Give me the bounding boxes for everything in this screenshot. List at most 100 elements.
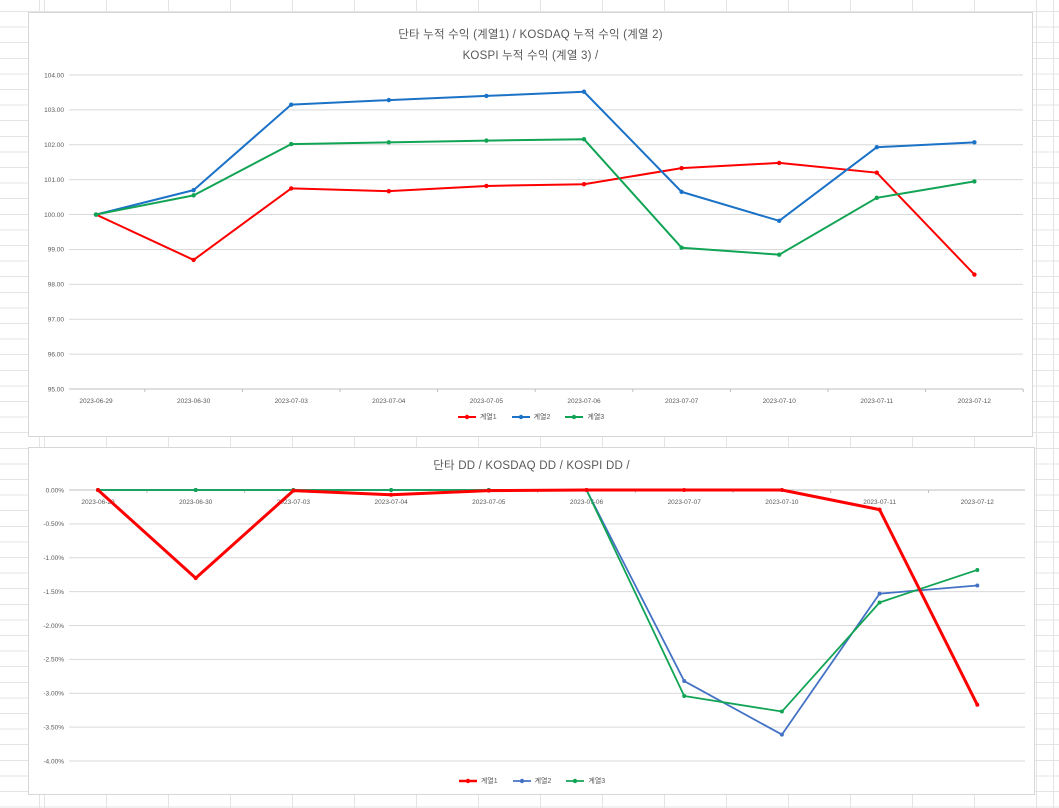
data-point [581, 89, 587, 94]
data-point [484, 183, 489, 189]
x-tick-label: 2023-07-04 [372, 398, 406, 405]
x-tick-label: 2023-06-30 [177, 398, 211, 405]
y-tick-label: 99.00 [48, 247, 65, 254]
legend-marker-icon [565, 414, 584, 420]
legend-label: 계열1 [479, 414, 497, 421]
y-tick-label: -4.00% [43, 758, 64, 765]
x-tick-label: 2023-07-11 [863, 499, 896, 506]
series-line-계열3 [97, 489, 979, 713]
data-point [877, 600, 882, 605]
data-point [193, 576, 198, 581]
y-tick-label: -1.00% [43, 555, 64, 562]
cumulative-return-plot-area: 104.00 103.00 102.00 101.00 100.00 99.00 98.00… [29, 13, 1034, 443]
spreadsheet-grid-column-line [1053, 0, 1054, 808]
legend-marker-icon [457, 414, 476, 420]
data-point [386, 140, 391, 145]
data-point [877, 507, 882, 512]
data-point [874, 195, 879, 201]
drawdown-plot-area: 0.00% -0.50% -1.00% -1.50% -2.00% -2.50% -3.00… [29, 448, 1036, 801]
x-tick-label: 2023-06-30 [179, 499, 213, 506]
series-line-계열3 [95, 138, 976, 256]
legend-label: 계열2 [534, 778, 552, 785]
data-point [972, 179, 977, 184]
data-point [682, 679, 687, 684]
x-tick-label: 2023-07-10 [763, 398, 797, 405]
data-point [289, 102, 294, 107]
legend-marker-icon [512, 778, 531, 784]
y-tick-label: 102.00 [44, 142, 64, 149]
data-point [484, 138, 489, 143]
x-tick-label: 2023-07-06 [570, 499, 604, 506]
x-tick-label: 2023-07-06 [567, 398, 601, 405]
data-point [777, 160, 782, 166]
series-line-계열1 [96, 488, 979, 707]
data-point [389, 492, 394, 497]
x-tick-label: 2023-07-04 [374, 499, 408, 506]
x-tick-label: 2023-06-29 [79, 398, 113, 405]
data-point [96, 488, 100, 492]
series-line-계열1 [95, 161, 976, 276]
cumulative-return-chart[interactable]: 단타 누적 수익 (계열1) / KOSDAQ 누적 수익 (계열 2) KOS… [28, 12, 1033, 437]
y-tick-label: -3.00% [43, 691, 64, 698]
y-tick-label: 101.00 [44, 177, 64, 184]
legend-item-계열2: 계열2 [512, 776, 552, 786]
data-point [486, 488, 491, 493]
legend-marker-icon [511, 414, 530, 420]
y-tick-label: -3.50% [43, 724, 64, 731]
legend-marker-icon [458, 778, 477, 784]
y-tick-label: 96.00 [48, 351, 65, 358]
data-point [682, 693, 687, 698]
series-line-계열2 [97, 489, 979, 736]
x-tick-label: 2023-07-03 [277, 499, 311, 506]
y-tick-label: 103.00 [44, 107, 64, 114]
data-point [877, 591, 882, 596]
legend-label: 계열3 [588, 778, 606, 785]
cumulative-return-legend: 계열1 계열2 계열3 [29, 411, 1032, 423]
data-point [191, 193, 196, 198]
legend-item-계열1: 계열1 [457, 412, 497, 422]
data-point [581, 182, 587, 187]
data-point [191, 187, 196, 193]
data-point [972, 140, 977, 145]
y-tick-label: 0.00% [46, 487, 65, 494]
plot-svg: 0.00% -0.50% -1.00% -1.50% -2.00% -2.50% -3.00… [43, 487, 1025, 765]
data-point [386, 97, 391, 103]
data-point [682, 488, 687, 492]
data-point [193, 488, 198, 492]
data-point [289, 141, 294, 147]
data-point [679, 245, 684, 250]
chart-title-line1: 단타 누적 수익 (계열1) / KOSDAQ 누적 수익 (계열 2) [398, 29, 663, 41]
x-tick-label: 2023-07-07 [665, 398, 699, 405]
x-tick-label: 2023-07-07 [668, 499, 702, 506]
chart-title: 단타 DD / KOSDAQ DD / KOSPI DD / [433, 460, 630, 472]
drawdown-chart[interactable]: 단타 DD / KOSDAQ DD / KOSPI DD / 0.00% -0.5… [28, 447, 1035, 795]
data-point [93, 212, 99, 217]
data-point [972, 272, 977, 277]
data-point [584, 488, 589, 492]
data-point [291, 488, 296, 493]
y-tick-label: -2.00% [43, 623, 64, 630]
data-point [679, 189, 684, 195]
x-tick-label: 2023-07-12 [958, 398, 992, 405]
data-point [779, 488, 784, 492]
data-point [484, 93, 489, 99]
data-point [386, 188, 391, 194]
legend-item-계열3: 계열3 [564, 412, 604, 422]
data-point [389, 488, 394, 492]
data-point [777, 252, 782, 257]
legend-label: 계열1 [480, 778, 498, 785]
legend-item-계열2: 계열2 [511, 412, 551, 422]
y-tick-label: -0.50% [43, 521, 64, 528]
legend-label: 계열3 [587, 414, 605, 421]
drawdown-legend: 계열1 계열2 계열3 [29, 775, 1034, 787]
legend-item-계열3: 계열3 [565, 776, 605, 786]
data-point [874, 170, 879, 175]
plot-svg: 104.00 103.00 102.00 101.00 100.00 99.00 98.00… [44, 72, 1024, 405]
x-tick-label: 2023-07-03 [275, 398, 309, 405]
legend-item-계열1: 계열1 [458, 776, 498, 786]
data-point [975, 583, 980, 588]
data-point [779, 709, 784, 714]
data-point [874, 145, 879, 150]
y-tick-label: 97.00 [48, 317, 65, 324]
legend-label: 계열2 [533, 414, 551, 421]
